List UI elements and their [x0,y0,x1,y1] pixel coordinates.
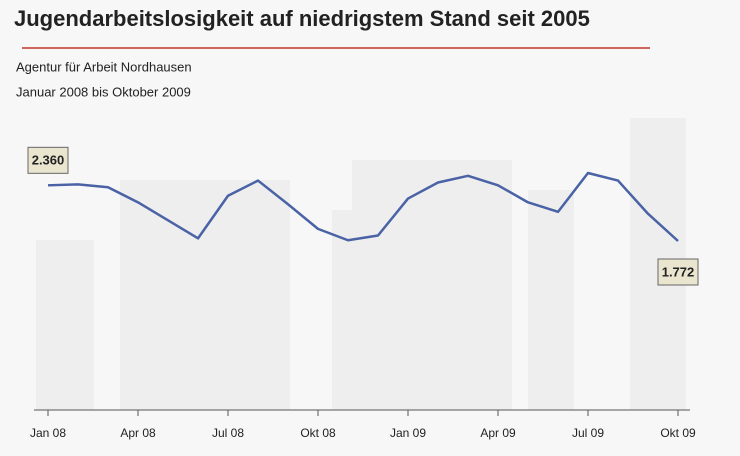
x-tick-label: Jan 08 [30,426,66,440]
value-label-box [27,146,69,174]
value-label: 1.772 [662,264,695,279]
subtitle: Januar 2008 bis Oktober 2009 [16,84,191,99]
subtitle: Agentur für Arbeit Nordhausen [16,59,192,74]
background-decoration [36,118,686,410]
x-tick-label: Okt 08 [300,426,336,440]
x-tick-label: Okt 09 [660,426,696,440]
x-tick-label: Apr 09 [480,426,516,440]
value-label-box [657,258,699,286]
line [47,171,679,242]
x-tick-label: Jul 08 [212,426,244,440]
x-tick-label: Apr 08 [120,426,156,440]
value-label: 2.360 [32,153,65,168]
x-tick-label: Jan 09 [390,426,426,440]
chart-title: Jugendarbeitslosigkeit auf niedrigstem S… [14,6,590,31]
x-tick-label: Jul 09 [572,426,604,440]
